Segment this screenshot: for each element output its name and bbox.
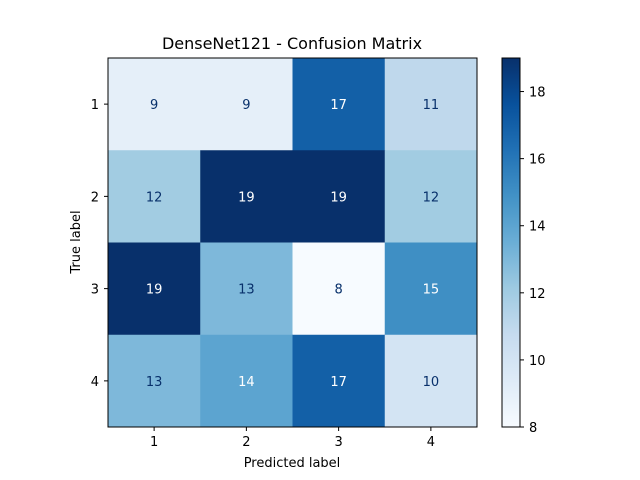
x-tick-label: 1 [150, 435, 158, 450]
cell-value-label: 14 [238, 375, 255, 390]
cell-value-label: 13 [238, 283, 255, 298]
colorbar-frame [501, 57, 521, 428]
colorbar-tick-label: 8 [529, 421, 537, 436]
cell-value-label: 17 [330, 98, 347, 113]
heatmap-cell [384, 150, 478, 243]
heatmap-cell [292, 334, 386, 428]
cell-value-label: 9 [242, 98, 250, 113]
cell-value-label: 8 [334, 283, 342, 298]
y-axis-label: True label [69, 210, 84, 274]
heatmap-cell [384, 334, 478, 428]
plot-frame [107, 57, 478, 428]
y-tick-label: 3 [91, 283, 99, 298]
colorbar [502, 58, 520, 427]
heatmap-cell [108, 58, 201, 151]
colorbar-tick-label: 10 [529, 354, 546, 369]
heatmap-cell [108, 334, 201, 428]
x-tick-label: 2 [242, 435, 250, 450]
heatmap-cell [200, 334, 293, 428]
cell-value-label: 19 [330, 190, 347, 205]
colorbar-tick-label: 18 [529, 86, 546, 101]
cell-value-label: 15 [423, 283, 440, 298]
heatmap-cell [384, 242, 478, 336]
heatmap-cell [292, 242, 386, 336]
y-axis: 1 2 3 4 [91, 98, 108, 390]
colorbar-tick-label: 12 [529, 287, 546, 302]
cell-value-label: 17 [330, 375, 347, 390]
heatmap-cell [292, 58, 386, 151]
cell-value-labels: 9 9 17 11 12 19 19 12 19 13 8 15 13 14 17 10 [146, 98, 439, 390]
cell-value-label: 9 [150, 98, 158, 113]
y-tick-label: 1 [91, 98, 99, 113]
x-tick-label: 3 [334, 435, 342, 450]
cell-value-label: 13 [146, 375, 163, 390]
heatmap-cell [384, 58, 478, 151]
y-tick-label: 2 [91, 190, 99, 205]
y-tick-label: 4 [91, 375, 99, 390]
cell-value-label: 12 [146, 190, 163, 205]
cell-value-label: 10 [423, 375, 440, 390]
x-axis: 1 2 3 4 [150, 427, 435, 450]
x-tick-label: 4 [427, 435, 435, 450]
colorbar-tick-label: 14 [529, 220, 546, 235]
colorbar-tick-label: 16 [529, 153, 546, 168]
cell-value-label: 11 [423, 98, 440, 113]
colorbar-ticks: 8 10 12 14 16 18 [520, 86, 546, 436]
heatmap-cells [108, 58, 478, 428]
heatmap-cell [200, 150, 293, 243]
cell-value-label: 12 [423, 190, 440, 205]
x-axis-label: Predicted label [244, 456, 341, 471]
cell-value-label: 19 [146, 283, 163, 298]
heatmap-cell [292, 150, 386, 243]
heatmap-cell [200, 242, 293, 336]
cell-value-label: 19 [238, 190, 255, 205]
heatmap-cell [200, 58, 293, 151]
chart-title: DenseNet121 - Confusion Matrix [162, 34, 422, 53]
heatmap-cell [108, 242, 201, 336]
heatmap-cell [108, 150, 201, 243]
